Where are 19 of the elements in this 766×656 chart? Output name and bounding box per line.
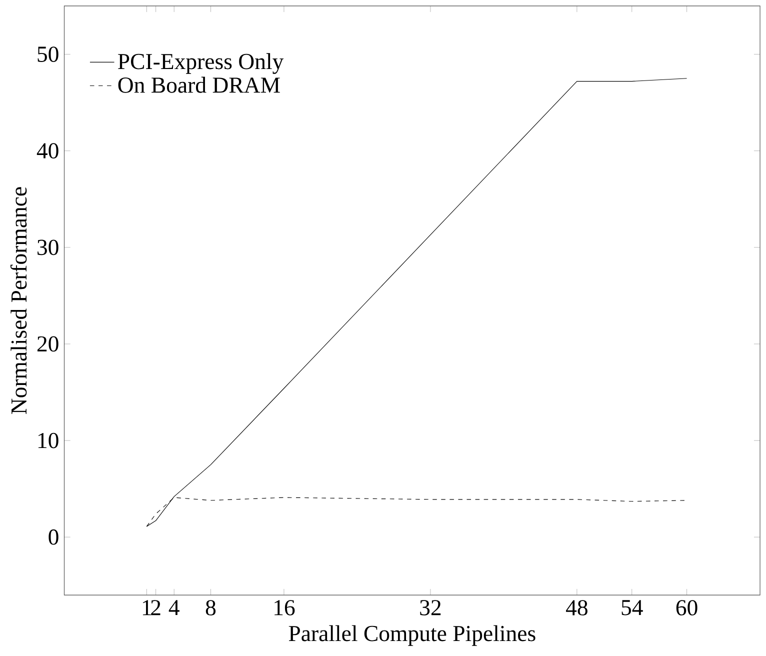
y-axis-title: Normalised Performance — [10, 187, 27, 414]
legend-label: PCI-Express Only — [118, 53, 284, 74]
x-tick-label: 32 — [420, 600, 441, 616]
x-tick-label: 60 — [676, 600, 698, 616]
y-tick-label: 30 — [38, 240, 58, 255]
x-axis-title: Parallel Compute Pipelines — [288, 625, 536, 646]
y-tick-label: 50 — [38, 46, 58, 62]
x-tick-label: 54 — [622, 600, 643, 616]
x-tick-label: 16 — [274, 600, 295, 616]
x-tick-label: 1 — [142, 600, 151, 615]
legend-label: On Board DRAM — [118, 76, 280, 93]
x-tick-label: 4 — [168, 600, 180, 615]
x-tick-label: 48 — [566, 600, 588, 616]
y-tick-label: 20 — [37, 336, 58, 352]
x-tick-label: 8 — [206, 600, 216, 616]
y-tick-label: 0 — [48, 529, 58, 545]
x-tick-label: 2 — [151, 600, 160, 616]
y-tick-label: 40 — [36, 143, 58, 158]
y-tick-label: 10 — [38, 432, 58, 448]
